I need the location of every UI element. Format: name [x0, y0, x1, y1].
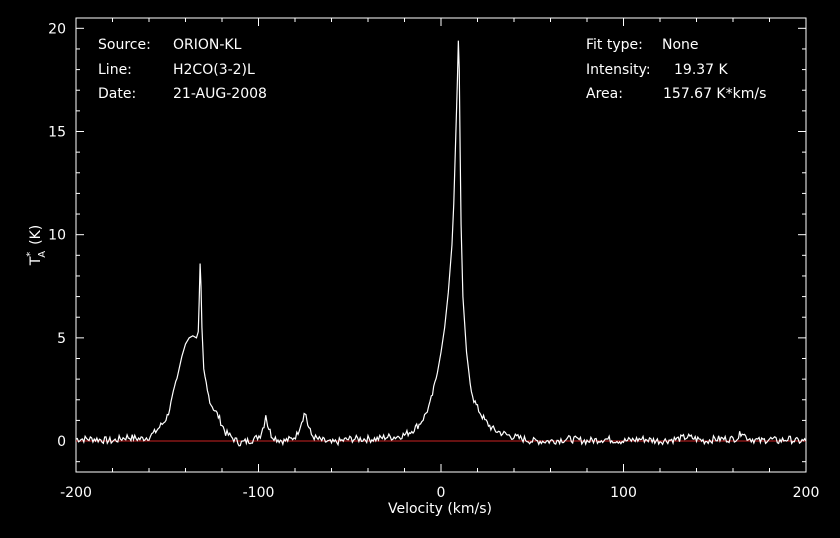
y-axis-label-subscript: A — [37, 251, 48, 258]
x-axis-ticks — [75, 18, 807, 472]
x-axis-label: Velocity (km/s) — [388, 501, 492, 517]
line-value: H2CO(3-2)L — [173, 62, 255, 78]
x-tick-label: -100 — [243, 485, 275, 501]
fit-type-value: None — [662, 37, 699, 53]
date-label: Date: — [98, 86, 136, 102]
source-label: Source: — [98, 37, 151, 53]
y-tick-label: 10 — [48, 228, 66, 244]
intensity-value: 19.37 K — [674, 62, 729, 78]
x-axis-tick-labels: -200 -100 0 100 200 — [60, 485, 819, 501]
y-axis-label-main: T — [28, 256, 44, 266]
date-value: 21-AUG-2008 — [173, 86, 267, 102]
y-axis-label: T*A (K) — [25, 225, 48, 267]
y-axis-label-superscript: * — [25, 252, 36, 257]
spectrum-series-line — [75, 40, 807, 447]
area-label: Area: — [586, 86, 623, 102]
fit-type-label: Fit type: — [586, 37, 643, 53]
x-tick-label: 100 — [610, 485, 637, 501]
line-label: Line: — [98, 62, 132, 78]
y-tick-label: 5 — [57, 331, 66, 347]
x-tick-label: 0 — [437, 485, 446, 501]
intensity-label: Intensity: — [586, 62, 651, 78]
y-axis-label-unit: (K) — [28, 225, 44, 245]
source-value: ORION-KL — [173, 37, 242, 53]
y-tick-label: 0 — [57, 434, 66, 450]
y-tick-label: 15 — [48, 125, 66, 141]
svg-text:T*A(K): T*A (K) — [25, 225, 48, 267]
area-value: 157.67 K*km/s — [663, 86, 766, 102]
y-axis-tick-labels: 0 5 10 15 20 — [48, 21, 66, 450]
y-tick-label: 20 — [48, 21, 66, 37]
x-tick-label: -200 — [60, 485, 92, 501]
x-tick-label: 200 — [793, 485, 820, 501]
